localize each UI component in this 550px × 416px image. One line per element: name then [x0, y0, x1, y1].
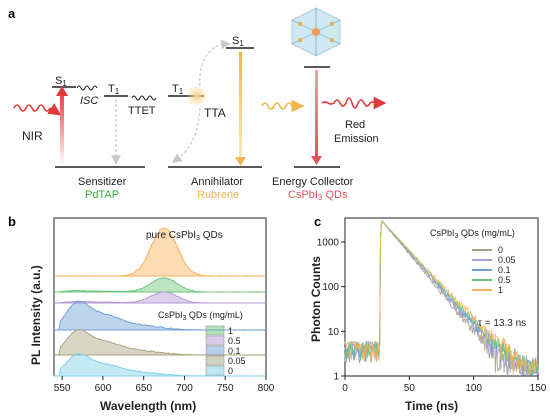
- sensitizer-s1-label: S1: [55, 75, 67, 88]
- panel-b-legend-label-0.05: 0.05: [228, 356, 246, 366]
- panel-b-legend-swatch-1: [205, 325, 225, 336]
- collector-name: CsPbI3 QDs: [288, 189, 348, 202]
- panel-c-ytick-label: 1000: [317, 237, 340, 248]
- panel-c-xtick-label: 150: [530, 383, 547, 394]
- collector-emission-arrow: [315, 70, 318, 156]
- panel-c-annotation: τ = 13.3 ns: [478, 318, 526, 329]
- annihilator-t1-label: T1: [172, 83, 184, 96]
- panel-b-xtick-label: 650: [135, 383, 152, 394]
- panel-c-xtick-label: 50: [404, 383, 416, 394]
- panel-c-legend: 00.050.10.51: [472, 245, 516, 295]
- panel-b-legend-label-0.5: 0.5: [228, 336, 241, 346]
- pl-spectrum-0.5: [53, 291, 266, 304]
- panel-a: a NIR S1 ISC T1 TTET Sensitizer PdTAP T1…: [8, 6, 387, 202]
- panel-b-axis: 550 600 650 700 750 800: [54, 376, 275, 394]
- collector-label: Energy Collector: [272, 176, 354, 188]
- annihilator-name: Rubrene: [197, 189, 239, 201]
- panel-b-plot: [53, 227, 267, 377]
- panel-b-legend-swatch-0.05: [205, 355, 225, 366]
- panel-c-ytick-label: 100: [322, 282, 339, 293]
- panel-b: b 550 600 650 700 750 800 pure CsPbI3 QDs CsP…: [8, 214, 275, 413]
- panel-letter-c: c: [314, 214, 321, 229]
- annihilator-label: Annihilator: [191, 176, 243, 188]
- annihilator-emission-arrow-head: [235, 157, 246, 166]
- panel-b-legend-swatch-0.1: [205, 345, 225, 356]
- isc-label: ISC: [80, 95, 98, 107]
- panel-c-legend-label-0.05: 0.05: [498, 255, 516, 265]
- panel-c-legend-label-1: 1: [498, 285, 503, 295]
- panel-b-xtick-label: 600: [95, 383, 112, 394]
- panel-c-legend-label-0.1: 0.1: [498, 265, 511, 275]
- isc-wave: [76, 85, 98, 91]
- panel-b-xtick-label: 800: [258, 383, 275, 394]
- decay-trace-1: [344, 220, 539, 376]
- panel-letter-b: b: [8, 214, 16, 229]
- panel-b-ylabel: PL Intensity (a.u.): [29, 265, 43, 365]
- panel-b-legend-title: CsPbI3 QDs (mg/mL): [158, 310, 243, 322]
- panel-letter-a: a: [8, 6, 16, 21]
- panel-b-legend: 10.50.10.050: [205, 325, 246, 376]
- collector-emission-arrow-head: [311, 156, 322, 165]
- sensitizer-label: Sensitizer: [78, 176, 127, 188]
- panel-c-xtick-label: 0: [342, 383, 348, 394]
- nir-wave: [13, 104, 51, 112]
- perovskite-crystal-icon: [291, 7, 341, 57]
- panel-b-legend-label-1: 1: [228, 326, 233, 336]
- panel-b-xtick-label: 700: [176, 383, 193, 394]
- tta-lower-dashed-arrow: [172, 107, 201, 163]
- sensitizer-t1-label: T1: [108, 83, 120, 96]
- panel-c-xtick-label: 100: [465, 383, 482, 394]
- annihilator-emission-arrow: [239, 52, 242, 157]
- panel-b-legend-label-0: 0: [228, 366, 233, 376]
- excitation-arrow: [60, 90, 64, 166]
- panel-b-legend-swatch-0: [205, 365, 225, 376]
- red-emission-label-2: Emission: [334, 133, 379, 145]
- sensitizer-name: PdTAP: [85, 189, 119, 201]
- ttet-wave: [131, 95, 157, 101]
- panel-c-legend-label-0: 0: [498, 245, 503, 255]
- panel-c-frame: [344, 217, 539, 377]
- excitation-arrow-head: [56, 86, 68, 96]
- panel-c-ytick-label: 10: [328, 327, 340, 338]
- pl-spectrum-1: [54, 277, 266, 293]
- ttet-label: TTET: [128, 105, 156, 117]
- panel-c-xlabel: Time (ns): [405, 399, 458, 413]
- panel-c-ylabel: Photon Counts: [309, 256, 323, 342]
- panel-c-ytick-label: 1: [333, 372, 339, 383]
- red-emission-label-1: Red: [345, 119, 365, 131]
- panel-b-legend-label-0.1: 0.1: [228, 346, 241, 356]
- panel-b-xtick-label: 750: [217, 383, 234, 394]
- panel-c-legend-title: CsPbI3 QDs (mg/mL): [430, 228, 515, 240]
- nir-arrow: [47, 103, 62, 116]
- panel-c-plot: [344, 219, 539, 377]
- tta-label: TTA: [204, 106, 226, 120]
- tta-glow: [186, 85, 208, 107]
- panel-b-legend-swatch-0.5: [205, 335, 225, 346]
- panel-c-legend-label-0.5: 0.5: [498, 275, 511, 285]
- panel-b-xlabel: Wavelength (nm): [100, 399, 196, 413]
- transfer-wave: [261, 102, 293, 110]
- panel-b-top-label: pure CsPbI3 QDs: [146, 230, 223, 242]
- tta-upper-dashed-arrow: [199, 39, 231, 87]
- red-emission-wave: [321, 97, 377, 109]
- nir-label: NIR: [22, 129, 43, 143]
- panel-b-xtick-label: 550: [54, 383, 71, 394]
- annihilator-s1-label: S1: [232, 35, 244, 48]
